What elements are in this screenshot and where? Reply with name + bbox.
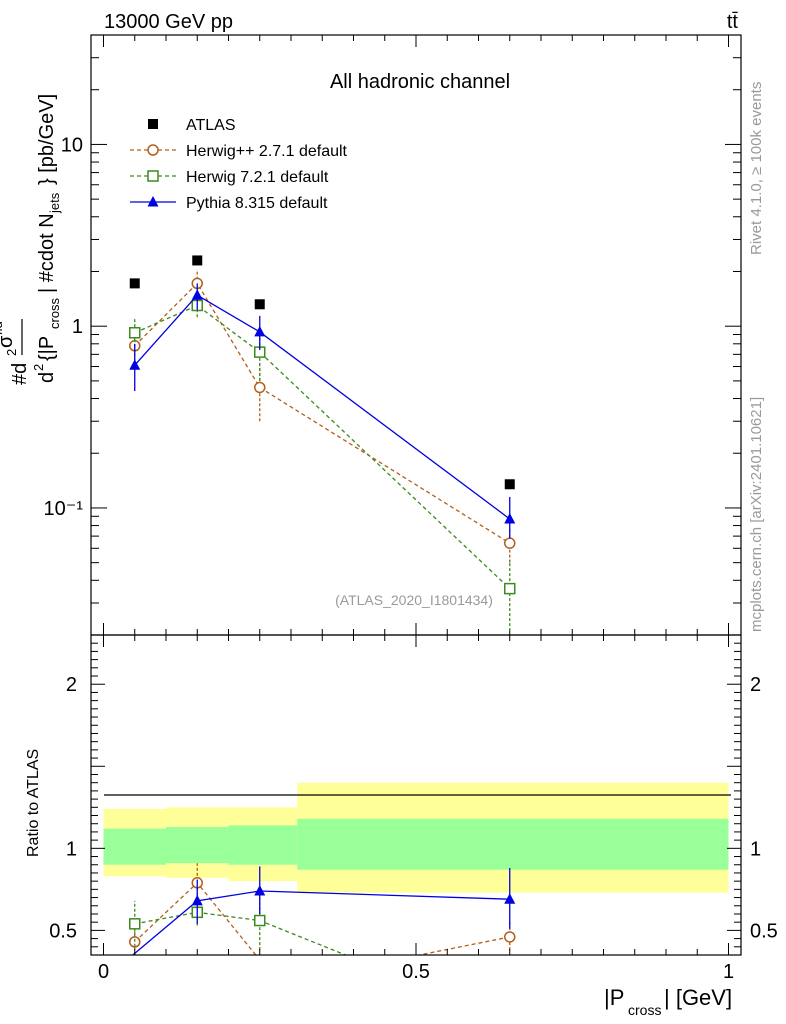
- legend-marker: [148, 119, 158, 129]
- legend-marker: [147, 196, 159, 207]
- ratio-ytick-label-right: 0.5: [750, 920, 778, 942]
- series-line: [134, 294, 511, 520]
- svg-text:#d: #d: [9, 363, 31, 385]
- main-y-axis-label: #d 2 σ fid d 2 {|P cross | #cdot N jets …: [0, 94, 62, 385]
- svg-text:} [pb/GeV]: } [pb/GeV]: [36, 94, 58, 185]
- ratio-point: [129, 918, 141, 930]
- main-axis-ticks: [91, 34, 741, 636]
- ratio-series-pythia-8-315-default: [131, 866, 516, 955]
- series-line: [134, 282, 511, 544]
- legend-entry-pythia-8-315-default: Pythia 8.315 default: [130, 195, 328, 212]
- ratio-line: [134, 911, 348, 955]
- main-ytick-label: 10⁻¹: [44, 498, 84, 520]
- svg-text:σ: σ: [0, 335, 17, 348]
- svg-text:| #cdot N: | #cdot N: [36, 213, 58, 293]
- data-point: [129, 327, 141, 339]
- data-point: [192, 255, 203, 266]
- data-point: [191, 289, 203, 300]
- series-atlas: [129, 255, 515, 490]
- legend-label: ATLAS: [186, 117, 236, 134]
- ratio-ytick-label-right: 2: [750, 674, 761, 696]
- svg-text:|P: |P: [604, 985, 624, 1010]
- main-ytick-labels: 10 1 10⁻¹: [44, 134, 84, 520]
- ratio-ytick-label-left: 1: [66, 838, 77, 860]
- data-point: [254, 299, 265, 310]
- legend-label: Pythia 8.315 default: [186, 195, 328, 212]
- ratio-tick-labels: 0.5 0.5 1 1 2 2 0 0.5 1: [49, 674, 778, 983]
- band-stat-uncertainty: [297, 818, 729, 870]
- data-point: [504, 512, 516, 524]
- main-panel: All hadronic channel (ATLAS_2020_I180143…: [0, 34, 742, 636]
- legend-marker: [147, 170, 159, 182]
- svg-text:2: 2: [31, 364, 46, 371]
- series-pythia-8-315-default: [129, 283, 516, 539]
- svg-text:cross: cross: [628, 1002, 661, 1018]
- band-stat-uncertainty: [166, 827, 229, 864]
- ratio-xtick-label: 0.5: [402, 961, 430, 983]
- ratio-line: [131, 890, 510, 955]
- series-herwig-2-7-1-default: [129, 269, 516, 563]
- mcplots-reference-label: mcplots.cern.ch [arXiv:2401.10621]: [748, 397, 765, 632]
- analysis-watermark: (ATLAS_2020_I1801434): [335, 592, 493, 608]
- main-ytick-label: 10: [61, 134, 83, 156]
- ratio-line: [134, 881, 510, 955]
- series-herwig-7-2-1-default: [129, 295, 516, 632]
- legend-entry-atlas: ATLAS: [148, 117, 236, 134]
- data-point: [129, 359, 141, 370]
- ratio-point: [129, 936, 141, 948]
- svg-text:cross: cross: [47, 297, 62, 329]
- ratio-panel: 0.5 0.5 1 1 2 2 0 0.5 1 Ratio to ATLAS |P cross …: [25, 634, 778, 1018]
- x-axis-label: |P cross | [GeV]: [604, 985, 732, 1018]
- main-series-group: [129, 255, 516, 632]
- ratio-uncertainty-bands: [103, 782, 729, 893]
- header-process-label: tt̄: [727, 11, 739, 33]
- svg-text:jets: jets: [47, 192, 62, 214]
- legend-entry-herwig-2-7-1-default: Herwig++ 2.7.1 default: [130, 143, 348, 160]
- svg-text:2: 2: [4, 349, 19, 356]
- data-point: [254, 325, 266, 337]
- ratio-ytick-label-right: 1: [750, 838, 761, 860]
- ratio-xtick-label: 1: [723, 961, 734, 983]
- ratio-point: [504, 931, 516, 943]
- ratio-axis-ticks: [91, 634, 741, 956]
- band-stat-uncertainty: [228, 825, 298, 865]
- ratio-point: [254, 914, 266, 927]
- legend-label: Herwig++ 2.7.1 default: [186, 143, 348, 160]
- main-title: All hadronic channel: [330, 71, 510, 93]
- rivet-version-label: Rivet 4.1.0, ≥ 100k events: [748, 82, 765, 255]
- ratio-frame: [90, 634, 742, 956]
- svg-text:d: d: [36, 372, 58, 383]
- legend-marker: [147, 144, 159, 156]
- legend-label: Herwig 7.2.1 default: [186, 169, 329, 186]
- series-line: [134, 304, 511, 590]
- ratio-point: [191, 894, 203, 906]
- legend-entry-herwig-7-2-1-default: Herwig 7.2.1 default: [130, 169, 329, 186]
- data-point: [504, 479, 515, 490]
- data-point: [254, 381, 266, 394]
- svg-text:| [GeV]: | [GeV]: [664, 985, 732, 1010]
- svg-text:fid: fid: [0, 321, 5, 335]
- ratio-series-clipped: [129, 863, 516, 955]
- data-point: [504, 537, 516, 549]
- ratio-ytick-label-left: 2: [66, 674, 77, 696]
- ratio-series-group: [129, 863, 516, 955]
- data-point: [504, 582, 516, 595]
- ratio-y-axis-label: Ratio to ATLAS: [25, 749, 42, 857]
- main-ytick-label: 1: [72, 316, 83, 338]
- ratio-xtick-label: 0: [98, 961, 109, 983]
- data-point: [129, 278, 140, 289]
- legend: ATLAS Herwig++ 2.7.1 default Herwig 7.2.1 …: [130, 117, 348, 212]
- ratio-point: [254, 885, 266, 896]
- header-collision-label: 13000 GeV pp: [104, 11, 233, 33]
- ratio-ytick-label-left: 0.5: [49, 920, 77, 942]
- ratio-point: [504, 893, 516, 904]
- band-stat-uncertainty: [103, 828, 166, 865]
- svg-text:{|P: {|P: [36, 336, 58, 361]
